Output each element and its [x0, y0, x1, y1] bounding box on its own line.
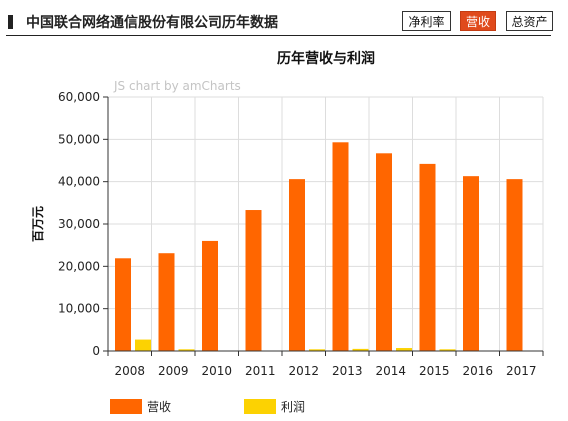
profit-bar-2012 — [309, 349, 325, 351]
revenue-bar-2009 — [158, 253, 175, 351]
x-tick-label: 2009 — [158, 364, 189, 378]
revenue-bar-2008 — [115, 258, 131, 351]
chart-title: 历年营收与利润 — [277, 50, 375, 67]
y-tick-label: 30,000 — [58, 217, 100, 231]
revenue-bar-2010 — [202, 240, 218, 351]
y-tick-label: 20,000 — [58, 259, 100, 273]
axis-layer: 0 10,000 20,000 30,000 40,000 50,000 60,000 200… — [58, 90, 544, 378]
page-title: 中国联合网络通信股份有限公司历年数据 — [26, 15, 278, 31]
x-tick-label: 2011 — [245, 364, 276, 378]
y-tick-label: 60,000 — [58, 90, 100, 104]
legend-label-profit: 利润 — [281, 400, 305, 414]
revenue-bar-2017 — [506, 179, 523, 351]
profit-bar-2008 — [135, 339, 151, 351]
tab-net-margin[interactable]: 净利率 — [402, 11, 451, 31]
x-tick-label: 2017 — [506, 364, 537, 378]
profit-bar-2009 — [178, 349, 195, 351]
y-tick-label: 10,000 — [58, 302, 100, 316]
y-tick-label: 50,000 — [58, 132, 100, 146]
tab-total-assets[interactable]: 总资产 — [506, 11, 553, 31]
revenue-bar-2014 — [376, 153, 392, 351]
revenue-bar-2011 — [245, 210, 262, 351]
tab-revenue[interactable]: 营收 — [460, 11, 496, 31]
revenue-bar-2015 — [419, 163, 436, 351]
profit-bar-2015 — [439, 349, 456, 351]
profit-bar-2014 — [396, 348, 412, 351]
y-tick-label: 0 — [92, 344, 100, 358]
legend-swatch-revenue — [110, 399, 142, 414]
x-tick-label: 2010 — [201, 364, 232, 378]
x-tick-label: 2016 — [462, 364, 493, 378]
revenue-bar-2016 — [463, 176, 479, 351]
x-tick-label: 2015 — [419, 364, 450, 378]
profit-bar-2013 — [352, 348, 369, 351]
revenue-bar-2012 — [289, 179, 305, 351]
legend-label-revenue: 营收 — [147, 400, 171, 414]
x-tick-label: 2008 — [114, 364, 145, 378]
header-divider — [6, 35, 551, 36]
legend: 营收 利润 — [110, 399, 305, 414]
x-tick-label: 2013 — [332, 364, 363, 378]
bars-layer — [115, 142, 543, 352]
legend-swatch-profit — [244, 399, 276, 414]
y-axis-label: 百万元 — [31, 206, 45, 242]
revenue-bar-2013 — [332, 142, 349, 351]
x-tick-label: 2014 — [375, 364, 406, 378]
header-marker — [8, 15, 13, 29]
x-tick-label: 2012 — [288, 364, 319, 378]
chart-watermark: JS chart by amCharts — [113, 79, 241, 93]
page-header: 中国联合网络通信股份有限公司历年数据 净利率 营收 总资产 — [0, 0, 568, 36]
y-tick-label: 40,000 — [58, 175, 100, 189]
